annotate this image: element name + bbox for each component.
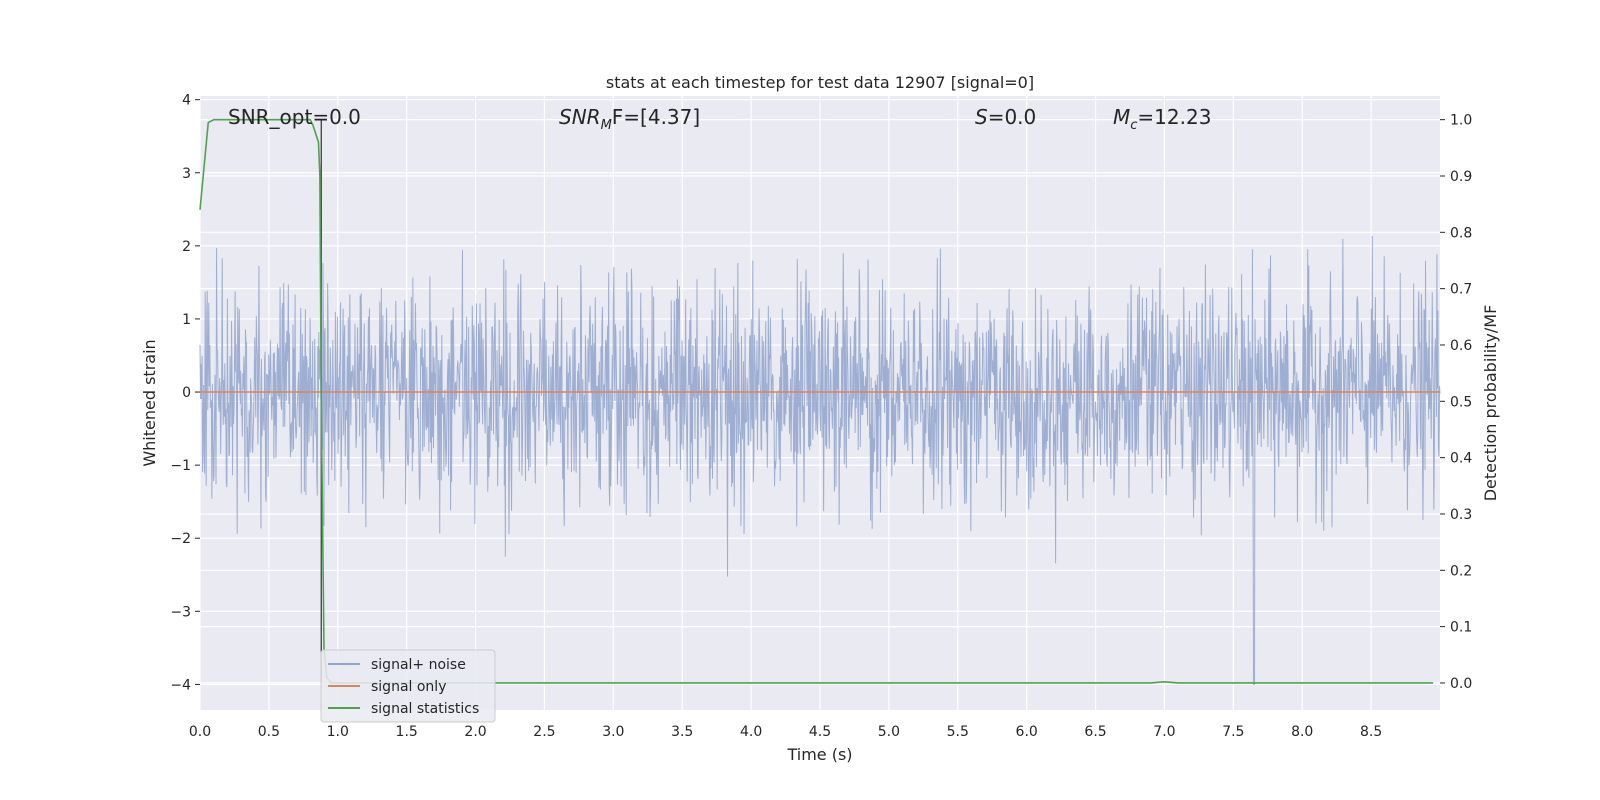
x-tick-label: 0.5 — [258, 724, 280, 740]
legend-label-signal-statistics: signal statistics — [371, 701, 479, 717]
y-axis-ticks: 4 3 2 1 0 −1 −2 −3 −4 — [170, 93, 200, 693]
x-tick-label: 4.0 — [740, 724, 762, 740]
x-tick-label: 6.0 — [1016, 724, 1038, 740]
y2-tick-label: 0.5 — [1450, 394, 1472, 410]
y-tick-label: 0 — [182, 385, 191, 401]
annotation-snr-opt: SNR_opt=0.0 — [228, 105, 361, 129]
x-tick-label: 1.0 — [327, 724, 349, 740]
x-tick-label: 5.5 — [947, 724, 969, 740]
annotation-mc-var: M — [1113, 105, 1130, 129]
y2-tick-label: 0.8 — [1450, 225, 1472, 241]
y2-tick-label: 1.0 — [1450, 113, 1472, 129]
y2-tick-label: 0.7 — [1450, 282, 1472, 298]
x-axis-ticks: 0.0 0.5 1.0 1.5 2.0 2.5 3.0 3.5 4.0 4.5 5.0 5.5 6.0 6… — [189, 724, 1382, 740]
chart-title: stats at each timestep for test data 129… — [606, 73, 1034, 92]
signal-statistics-series — [199, 118, 1434, 684]
annotation-snr-mf-rest: F=[4.37] — [612, 105, 700, 129]
x-tick-label: 7.0 — [1153, 724, 1175, 740]
y-tick-label: −4 — [170, 677, 191, 693]
annotation-s-var: S — [975, 105, 988, 129]
y-tick-label: 1 — [182, 312, 191, 328]
x-tick-label: 6.5 — [1084, 724, 1106, 740]
y-tick-label: 4 — [182, 93, 191, 109]
y2-tick-label: 0.4 — [1450, 451, 1472, 467]
y2-axis-ticks: 1.0 0.9 0.8 0.7 0.6 0.5 0.4 0.3 0.2 0.1 0.0 — [1440, 113, 1472, 692]
signal-noise-series — [199, 235, 1441, 685]
x-tick-label: 8.0 — [1291, 724, 1313, 740]
x-axis-label: Time (s) — [786, 745, 852, 764]
y2-tick-label: 0.6 — [1450, 338, 1472, 354]
y2-tick-label: 0.3 — [1450, 507, 1472, 523]
y-tick-label: −1 — [170, 458, 191, 474]
annotation-snr-mf-sub: M — [601, 118, 612, 133]
y2-axis-label: Detection probability/MF — [1481, 305, 1500, 502]
y2-tick-label: 0.0 — [1450, 676, 1472, 692]
x-tick-label: 2.0 — [464, 724, 486, 740]
x-tick-label: 3.5 — [671, 724, 693, 740]
annotation-mc: Mc=12.23 — [1113, 105, 1211, 133]
legend-label-signal-only: signal only — [371, 679, 446, 695]
x-tick-label: 4.5 — [809, 724, 831, 740]
annotation-snr-mf: SNRMF=[4.37] — [559, 105, 700, 133]
annotation-s-rest: =0.0 — [988, 105, 1037, 129]
y2-tick-label: 0.9 — [1450, 169, 1472, 185]
x-tick-label: 5.0 — [878, 724, 900, 740]
legend-label-signal-noise: signal+ noise — [371, 657, 466, 673]
x-tick-label: 2.5 — [533, 724, 555, 740]
signal-statistics-line — [199, 118, 1434, 684]
y-tick-label: −3 — [170, 604, 191, 620]
x-tick-label: 3.0 — [602, 724, 624, 740]
x-tick-label: 7.5 — [1222, 724, 1244, 740]
annotation-snr-mf-base: SNR — [559, 105, 601, 129]
x-tick-label: 8.5 — [1360, 724, 1382, 740]
y2-tick-label: 0.1 — [1450, 620, 1472, 636]
annotation-mc-rest: =12.23 — [1137, 105, 1211, 129]
signal-noise-line — [199, 235, 1441, 685]
annotation-s: S=0.0 — [975, 105, 1036, 129]
x-tick-label: 1.5 — [396, 724, 418, 740]
x-tick-label: 0.0 — [189, 724, 211, 740]
y2-tick-label: 0.2 — [1450, 563, 1472, 579]
annotation-mc-sub: c — [1130, 118, 1137, 133]
y-tick-label: −2 — [170, 531, 191, 547]
y-tick-label: 2 — [182, 239, 191, 255]
y-tick-label: 3 — [182, 166, 191, 182]
legend-box — [320, 649, 496, 723]
legend: signal+ noise signal only signal statist… — [320, 649, 496, 723]
y-axis-label: Whitened strain — [140, 339, 159, 466]
